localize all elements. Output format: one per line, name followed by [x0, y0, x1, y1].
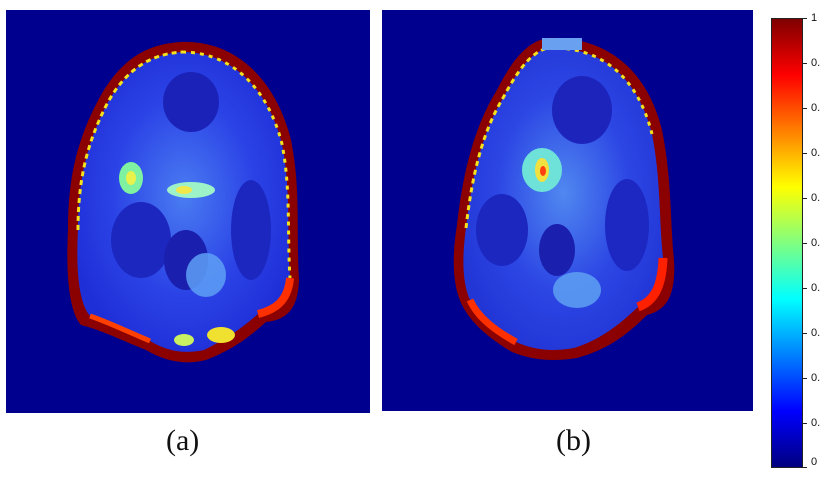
colorbar-tick-label: 0.: [811, 372, 821, 384]
colorbar: [771, 18, 803, 468]
tissue-a: [77, 52, 290, 352]
colorbar-tick-label: 0.: [811, 417, 821, 429]
colorbar-tick-label: 0.: [811, 147, 821, 159]
colorbar-tick-label: 0.: [811, 327, 821, 339]
caption-a: (a): [166, 424, 200, 457]
colorbar-tick: [803, 18, 807, 19]
colorbar-tick: [803, 63, 807, 64]
colorbar-tick: [803, 378, 807, 379]
colorbar-tick: [803, 423, 807, 424]
colorbar-tick: [803, 243, 807, 244]
colorbar-tick: [803, 333, 807, 334]
colorbar-tick-label: 0: [811, 456, 818, 468]
colorbar-tick: [803, 288, 807, 289]
colorbar-tick: [803, 467, 807, 468]
heatmap-panel-a: [6, 10, 370, 413]
brain-map-b: [453, 37, 675, 361]
colorbar-tick: [803, 153, 807, 154]
colorbar-tick: [803, 108, 807, 109]
heatmap-panel-b: [382, 10, 753, 411]
colorbar-tick-label: 0.: [811, 237, 821, 249]
colorbar-tick-label: 1: [811, 12, 818, 24]
colorbar-tick-label: 0.: [811, 282, 821, 294]
caption-b: (b): [556, 424, 591, 457]
colorbar-tick-label: 0.: [811, 192, 821, 204]
brain-map-a: [67, 41, 299, 363]
colorbar-tick: [803, 198, 807, 199]
colorbar-tick-label: 0.: [811, 57, 821, 69]
tissue-b: [463, 47, 664, 351]
colorbar-tick-label: 0.: [811, 102, 821, 114]
